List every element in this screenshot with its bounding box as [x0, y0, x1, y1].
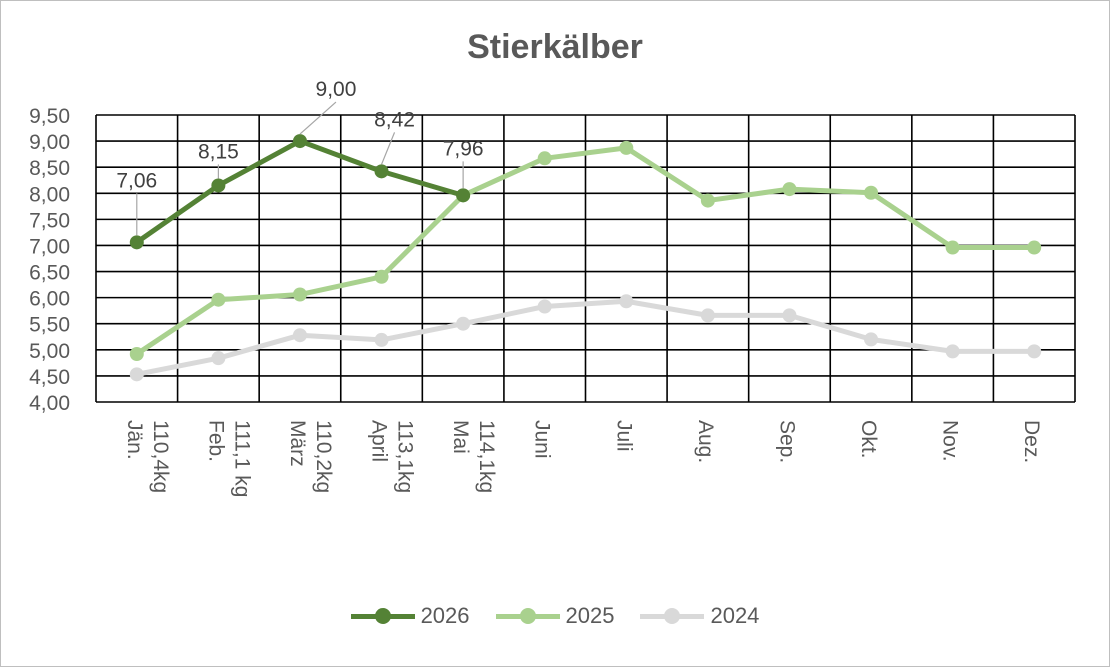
x-tick-label: Aug. [694, 420, 717, 463]
legend-item-2024: 2024 [640, 603, 759, 629]
y-tick-label: 7,50 [29, 209, 70, 232]
series-line-2024 [136, 298, 1035, 377]
data-label: 7,06 [116, 169, 157, 192]
data-point-2025 [864, 185, 879, 200]
data-point-2024 [1027, 344, 1042, 359]
x-tick-sublabel: 111,1 kg [230, 420, 253, 497]
y-tick-label: 4,50 [29, 366, 70, 389]
data-point-2025 [292, 287, 307, 302]
data-point-2024 [537, 299, 552, 314]
data-point-2025 [211, 292, 226, 307]
data-label-leader [299, 101, 337, 135]
data-point-2025 [129, 346, 144, 361]
x-tick-label: Juli [612, 420, 635, 452]
x-tick-sublabel: 113,1kg [394, 420, 417, 493]
data-point-2024 [700, 308, 715, 323]
data-point-2025 [700, 193, 715, 208]
data-point-2025 [945, 240, 960, 255]
x-tick-label: Juni [531, 420, 554, 459]
y-tick-label: 7,00 [29, 235, 70, 258]
x-tick-label: Feb. [204, 420, 227, 462]
data-point-2024 [864, 332, 879, 347]
y-tick-label: 9,00 [29, 131, 70, 154]
legend-swatch-2025 [495, 606, 560, 626]
x-tick-label: März [286, 420, 309, 467]
data-point-2024 [456, 316, 471, 331]
x-tick-sublabel: 114,1kg [475, 420, 498, 493]
legend-label-2025: 2025 [565, 603, 615, 628]
data-point-2024 [292, 328, 307, 343]
y-tick-label: 4,00 [29, 392, 70, 415]
data-point-2025 [1027, 240, 1042, 255]
series-line-2026 [135, 138, 464, 245]
y-tick-label: 5,50 [29, 314, 70, 337]
data-point-2024 [945, 344, 960, 359]
chart-legend: 2026 2025 2024 [0, 603, 1110, 629]
x-tick-sublabel: 110,2kg [312, 420, 335, 493]
data-point-2025 [374, 269, 389, 284]
data-point-2024 [619, 294, 634, 309]
data-point-2025 [619, 140, 634, 155]
data-point-2026 [211, 178, 226, 193]
x-tick-label: Dez. [1020, 420, 1043, 463]
data-point-2026 [456, 188, 471, 203]
y-tick-label: 8,50 [29, 157, 70, 180]
x-tick-label: Sep. [775, 420, 798, 463]
x-tick-label: Mai [449, 420, 472, 454]
data-label: 9,00 [316, 78, 357, 101]
data-point-2024 [211, 351, 226, 366]
data-point-2025 [782, 182, 797, 197]
data-point-2024 [129, 367, 144, 382]
data-point-2024 [374, 332, 389, 347]
y-tick-label: 6,00 [29, 288, 70, 311]
legend-label-2024: 2024 [710, 603, 760, 628]
data-label: 7,96 [443, 137, 484, 160]
y-tick-label: 5,00 [29, 340, 70, 363]
series-line-2025 [135, 145, 1035, 357]
legend-item-2026: 2026 [350, 603, 470, 629]
x-tick-label: Okt. [857, 420, 880, 459]
legend-swatch-2026 [350, 606, 415, 626]
data-point-2024 [782, 308, 797, 323]
x-tick-label: April [368, 420, 391, 462]
legend-item-2025: 2025 [495, 603, 615, 629]
chart-title: Stierkälber [467, 28, 643, 66]
y-tick-label: 6,50 [29, 262, 70, 285]
data-label: 8,15 [198, 140, 239, 163]
legend-swatch-2024 [640, 606, 705, 626]
data-label: 8,42 [374, 108, 415, 131]
x-tick-sublabel: 110,4kg [149, 420, 172, 493]
data-point-2026 [129, 235, 144, 250]
x-tick-label: Jän. [123, 420, 146, 460]
y-tick-label: 8,00 [29, 183, 70, 206]
data-point-2026 [292, 134, 307, 149]
y-tick-label: 9,50 [29, 105, 70, 128]
x-tick-label: Nov. [939, 420, 962, 462]
legend-label-2026: 2026 [420, 603, 470, 628]
data-point-2026 [374, 164, 389, 179]
data-point-2025 [537, 151, 552, 166]
data-label-leader [380, 132, 396, 165]
